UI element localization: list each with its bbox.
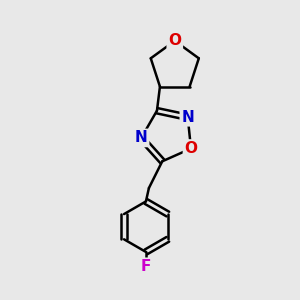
Text: N: N bbox=[181, 110, 194, 125]
Text: O: O bbox=[168, 33, 181, 48]
Text: O: O bbox=[184, 141, 197, 156]
Text: N: N bbox=[135, 130, 148, 146]
Text: F: F bbox=[141, 259, 151, 274]
